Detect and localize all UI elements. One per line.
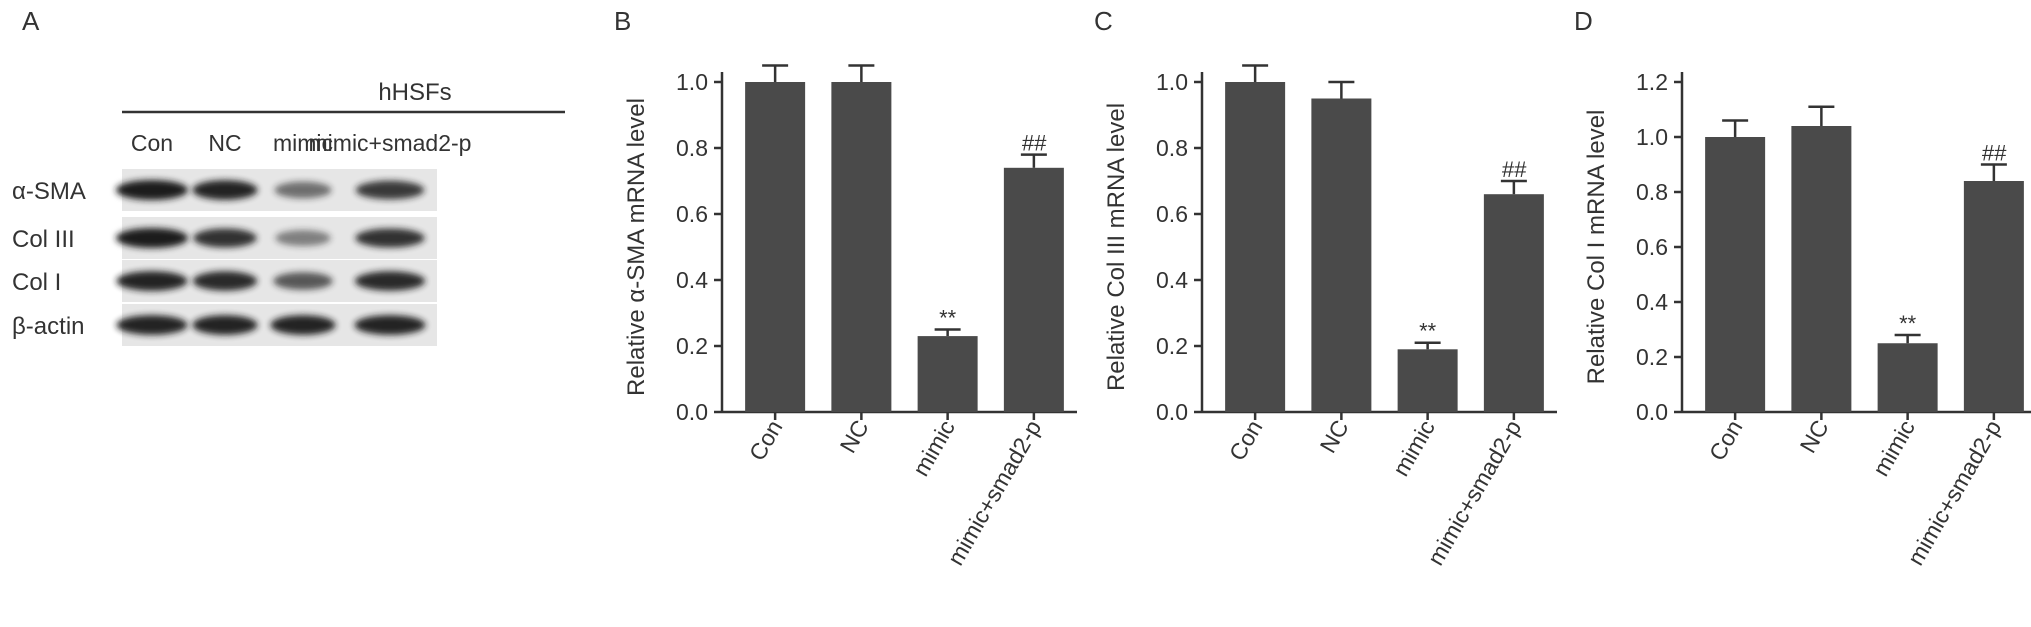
bar — [1483, 194, 1544, 412]
panel-letter: D — [1574, 6, 1593, 36]
y-tick-label: 0.4 — [676, 267, 708, 293]
y-tick-label: 0.8 — [676, 135, 708, 161]
blot-band — [192, 180, 258, 200]
y-axis-label: Relative Col III mRNA level — [1103, 103, 1130, 391]
bar — [1003, 167, 1064, 412]
y-tick-label: 1.0 — [676, 69, 708, 95]
significance-mark: ** — [939, 306, 957, 331]
x-tick-label: Con — [1704, 416, 1748, 466]
panel-letter: B — [614, 6, 631, 36]
significance-mark: ## — [1982, 141, 2007, 166]
y-tick-label: 1.0 — [1636, 124, 1668, 150]
bar — [1877, 343, 1938, 412]
blot-band — [355, 180, 425, 200]
bar — [1705, 137, 1766, 412]
blot-band — [270, 315, 336, 335]
blot-band — [354, 315, 426, 335]
y-axis-label: Relative α-SMA mRNA level — [623, 98, 650, 396]
bar-chart-c: C 0.0 0.2 0.4 0.6 0.8 1.0 Relative Col III mRNA… — [1094, 6, 1557, 570]
blot-band — [355, 228, 425, 248]
x-tick-label: mimic — [1867, 416, 1920, 481]
y-tick-label: 0.0 — [1156, 399, 1188, 425]
x-tick-label: mimic — [907, 416, 960, 481]
significance-mark: ** — [1899, 311, 1917, 336]
y-tick-label: 1.2 — [1636, 69, 1668, 95]
lane-label: Con — [131, 130, 173, 156]
y-tick-label: 0.4 — [1636, 289, 1668, 315]
x-tick-label: NC — [1315, 416, 1354, 458]
blot-band — [274, 181, 332, 199]
x-tick-label: mimic+smad2-p — [1422, 416, 1526, 570]
blot-band — [273, 272, 333, 290]
y-tick-label: 0.6 — [1636, 234, 1668, 260]
y-tick-label: 0.6 — [676, 201, 708, 227]
blot-band — [193, 228, 257, 248]
blot-band — [275, 229, 331, 247]
x-tick-label: mimic — [1387, 416, 1440, 481]
blot-header-label: hHSFs — [378, 79, 451, 106]
y-tick-label: 0.0 — [676, 399, 708, 425]
blot-band — [116, 180, 188, 200]
x-tick-label: NC — [835, 416, 874, 458]
x-tick-label: NC — [1795, 416, 1834, 458]
x-tick-label: mimic+smad2-p — [942, 416, 1046, 570]
significance-mark: ## — [1502, 157, 1527, 182]
lane-label: mimic — [273, 130, 333, 156]
blot-band — [116, 271, 188, 291]
y-tick-label: 0.8 — [1156, 135, 1188, 161]
y-tick-label: 0.6 — [1156, 201, 1188, 227]
bar-chart-b: B 0.0 0.2 0.4 0.6 0.8 1.0 Relative α-SMA mRNA l… — [614, 6, 1077, 570]
bar — [1791, 126, 1852, 412]
lane-label: mimic+smad2-p — [309, 130, 472, 156]
y-tick-label: 1.0 — [1156, 69, 1188, 95]
blot-row-label: α-SMA — [12, 178, 86, 205]
blot-band — [192, 315, 258, 335]
blot-row-label: β-actin — [12, 313, 85, 340]
blot-row-label: Col III — [12, 226, 75, 253]
y-tick-label: 0.8 — [1636, 179, 1668, 205]
significance-mark: ## — [1022, 131, 1047, 156]
y-tick-label: 0.2 — [1156, 333, 1188, 359]
y-tick-label: 0.2 — [676, 333, 708, 359]
lane-label: NC — [208, 130, 241, 156]
bar — [1397, 349, 1458, 412]
bar — [1963, 181, 2024, 412]
significance-mark: ** — [1419, 319, 1437, 344]
blot-row-label: Col I — [12, 269, 61, 296]
bar — [917, 336, 978, 412]
y-tick-label: 0.4 — [1156, 267, 1188, 293]
blot-band — [116, 315, 188, 335]
y-tick-label: 0.0 — [1636, 399, 1668, 425]
bar — [745, 82, 806, 412]
panel-letter-a: A — [22, 6, 40, 36]
panel-letter: C — [1094, 6, 1113, 36]
x-tick-label: Con — [1224, 416, 1268, 466]
blot-band — [354, 271, 426, 291]
x-tick-label: Con — [744, 416, 788, 466]
bar-chart-d: D 0.0 0.2 0.4 0.6 0.8 1.0 1.2 Relative Col I mRN… — [1574, 6, 2031, 570]
x-tick-label: mimic+smad2-p — [1902, 416, 2006, 570]
blot-band — [116, 228, 188, 248]
y-axis-label: Relative Col I mRNA level — [1583, 110, 1610, 385]
bar — [1225, 82, 1286, 412]
bar — [1311, 98, 1372, 412]
y-tick-label: 0.2 — [1636, 344, 1668, 370]
bar — [831, 82, 892, 412]
blot-band — [192, 271, 258, 291]
